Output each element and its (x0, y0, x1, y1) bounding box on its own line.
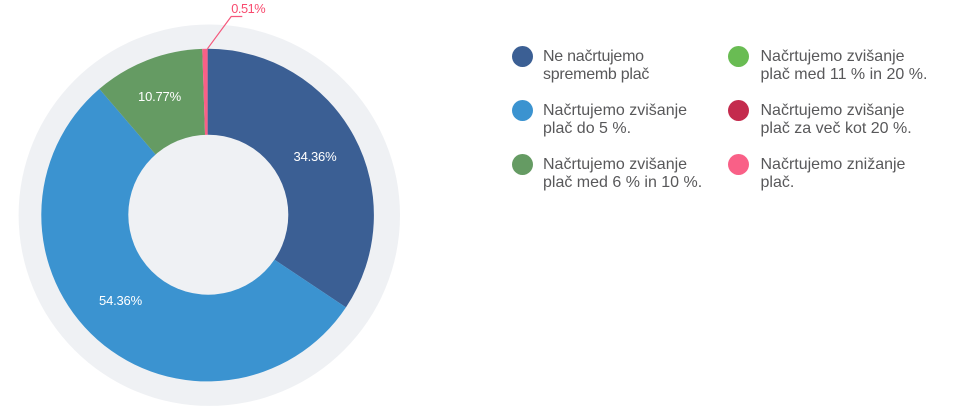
svg-text:0.51%: 0.51% (231, 1, 265, 16)
svg-text:10.77%: 10.77% (138, 89, 182, 104)
svg-text:54.36%: 54.36% (99, 293, 143, 308)
svg-text:34.36%: 34.36% (294, 149, 338, 164)
